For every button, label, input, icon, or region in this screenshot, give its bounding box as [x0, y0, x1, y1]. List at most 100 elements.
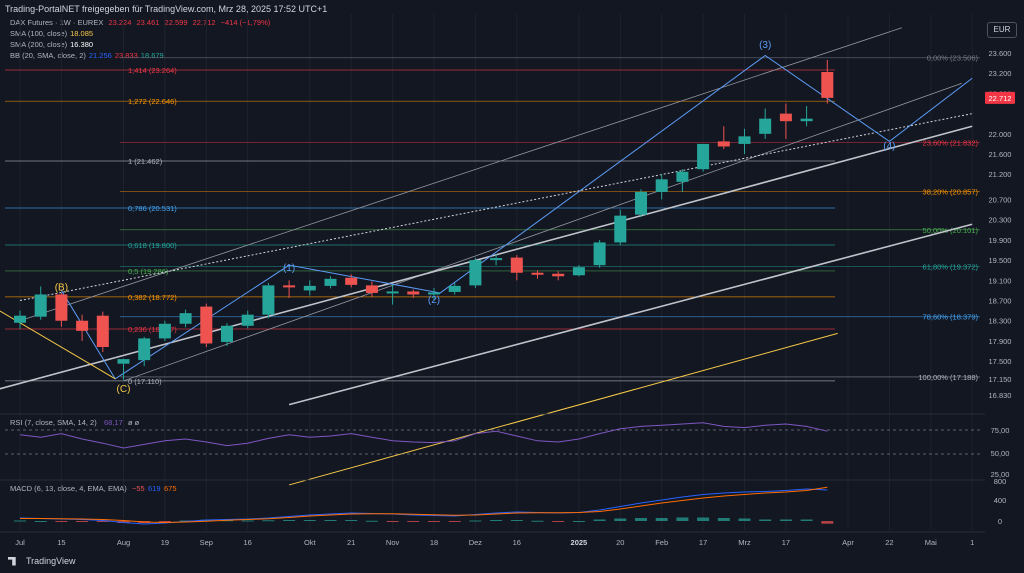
tradingview-logo-icon — [8, 556, 16, 566]
candle-body — [76, 320, 89, 331]
price-tick-label: 21.600 — [989, 150, 1012, 159]
macd-hist-bar — [345, 520, 358, 521]
bb-lower-value: 18.679 — [140, 51, 164, 60]
fib-label: 1,414 (23.264) — [128, 66, 177, 75]
time-tick-label: 17 — [699, 538, 707, 547]
fib-label: 0 (17.110) — [128, 377, 162, 386]
sma200-value: 16.380 — [70, 40, 94, 49]
candle-body — [14, 315, 26, 323]
price-tick-label: 23.600 — [989, 49, 1012, 58]
price-tick-label: 17.900 — [989, 337, 1012, 346]
time-tick-label: Feb — [655, 538, 668, 547]
time-tick-label: Mai — [925, 538, 937, 547]
wave-label: (1) — [283, 263, 295, 274]
macd-hist-bar — [34, 521, 47, 522]
macd-hist-bar — [365, 520, 378, 522]
candle-body — [676, 171, 689, 182]
macd-hist-bar — [572, 521, 585, 522]
macd-hist-value: −55 — [132, 484, 145, 493]
time-tick-label: 22 — [885, 538, 893, 547]
macd-hist-bar — [738, 518, 751, 521]
fibonacci-levels: 1,414 (23.264) 1,272 (22.646) 1 (21.462) 0,… — [5, 54, 980, 386]
ohlc-open: 23.224 — [108, 18, 132, 27]
candles — [14, 60, 834, 380]
candle-body — [448, 285, 461, 292]
macd-pane: MACD (6, 13, close, 4, EMA, EMA) −55 619 67… — [0, 477, 1006, 526]
ohlc-low: 22.599 — [164, 18, 188, 27]
macd-hist-bar — [800, 519, 813, 521]
macd-hist-bar — [283, 520, 296, 521]
rsi-tick-label: 50,00 — [991, 449, 1010, 458]
candle-body — [614, 215, 627, 243]
wave-label: (4) — [883, 141, 895, 152]
macd-hist-bar — [593, 519, 606, 521]
macd-hist-bar — [324, 520, 337, 521]
time-axis: Jul 15 Aug 19 Sep 16 Okt 21 Nov 18 Dez 16 2025 20 Feb 1… — [0, 531, 985, 547]
macd-hist-bar — [510, 520, 523, 521]
currency-button[interactable]: EUR — [987, 22, 1017, 38]
ohlc-change: −414 (−1,79%) — [220, 18, 271, 27]
candle-body — [552, 273, 565, 277]
fib-label: 100,00% (17.188) — [918, 373, 978, 382]
price-tick-label: 19.900 — [989, 236, 1012, 245]
price-tick-label: 19.100 — [989, 276, 1012, 285]
price-tick-label: 21.200 — [989, 170, 1012, 179]
sma100-line — [288, 332, 838, 486]
candle-body — [779, 113, 792, 122]
time-tick-label: 18 — [430, 538, 438, 547]
candle-body — [241, 314, 254, 326]
price-tick-label: 17.150 — [989, 375, 1012, 384]
sma200-legend[interactable]: SMA (200, close) 16.380 — [10, 40, 96, 49]
time-tick-label: 16 — [513, 538, 521, 547]
symbol-name[interactable]: DAX Futures · 1W · EUREX — [10, 18, 104, 27]
macd-hist-bar — [655, 518, 668, 521]
macd-hist-bar — [717, 518, 730, 521]
trend-lines — [0, 27, 973, 486]
rsi-tick-label: 25,00 — [991, 470, 1010, 479]
candle-body — [821, 71, 834, 98]
bb-label: BB (20, SMA, close, 2) — [10, 51, 86, 60]
time-tick-label: 17 — [782, 538, 790, 547]
macd-hist-bar — [303, 520, 316, 521]
candle-body — [303, 285, 316, 291]
time-tick-label: 15 — [57, 538, 65, 547]
candle-body — [158, 323, 171, 339]
candle-body — [262, 285, 275, 315]
rsi-line — [19, 422, 828, 449]
macd-hist-bar — [552, 521, 565, 522]
candle-body — [635, 191, 647, 215]
candle-body — [345, 277, 358, 285]
time-tick-label: Okt — [304, 538, 317, 547]
sma100-legend[interactable]: SMA (100, close) 18.085 — [10, 29, 96, 38]
candle-body — [490, 258, 503, 261]
bb-legend[interactable]: BB (20, SMA, close, 2) 21.256 23.833 18.679 — [10, 51, 167, 60]
bb-upper-value: 23.833 — [114, 51, 138, 60]
wave-label: (2) — [428, 295, 440, 306]
macd-label: MACD (6, 13, close, 4, EMA, EMA) — [10, 484, 127, 493]
macd-hist-bar — [697, 517, 710, 521]
time-tick-label: Nov — [386, 538, 400, 547]
time-tick-label: Aug — [117, 538, 130, 547]
sma100-value: 18.085 — [70, 29, 94, 38]
candle-body — [138, 338, 151, 361]
macd-hist-bar — [469, 520, 482, 522]
time-tick-label: Apr — [842, 538, 854, 547]
candle-body — [324, 278, 337, 286]
price-tick-label: 20.300 — [989, 216, 1012, 225]
fib-label: 61,80% (19.372) — [923, 263, 979, 272]
price-tick-label: 20.700 — [989, 195, 1012, 204]
rsi-tick-label: 75,00 — [991, 426, 1010, 435]
price-axis: 23.60023.20022.80022.00021.60021.20020.7… — [985, 49, 1015, 400]
candle-body — [179, 313, 192, 324]
brand-text: TradingView — [26, 556, 76, 566]
candle-body — [759, 118, 772, 134]
time-tick-label: 16 — [244, 538, 252, 547]
candle-body — [593, 242, 606, 266]
macd-hist-bar — [55, 521, 68, 522]
macd-tick-label: 0 — [998, 517, 1002, 526]
candle-body — [200, 306, 213, 344]
time-tick-label: Dez — [469, 538, 483, 547]
macd-line — [19, 488, 828, 525]
candle-body — [283, 285, 296, 288]
